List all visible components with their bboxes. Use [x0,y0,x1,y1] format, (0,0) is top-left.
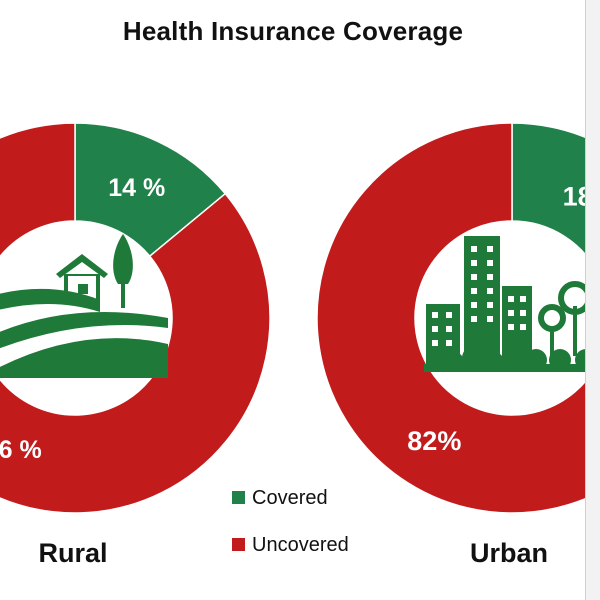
rural-value-labels: 14 % 86 % [0,174,165,464]
legend: Covered Uncovered [232,487,349,556]
urban-slices [316,122,600,514]
chart-title: Health Insurance Coverage [122,16,464,46]
donut-urban: 18%82% Urban [316,122,600,568]
legend-label-uncovered: Uncovered [252,534,349,556]
rural-value-label-covered: 14 % [108,174,165,202]
urban-slice-covered [511,122,600,278]
window-edge [585,0,600,600]
rural-slice-uncovered [0,122,271,514]
urban-label: Urban [470,538,548,568]
legend-label-covered: Covered [252,487,328,509]
rural-house-hills-icon [0,234,168,378]
rural-value-label-uncovered: 86 % [0,436,42,464]
rural-slices [0,122,271,514]
urban-slice-uncovered [316,122,600,514]
legend-swatch-uncovered [232,538,245,551]
legend-swatch-covered [232,491,245,504]
donut-rural: 14 % 86 % Rural [0,122,271,568]
rural-label: Rural [38,538,107,568]
urban-city-buildings-icon [424,236,597,372]
urban-value-label-uncovered: 82% [407,426,461,456]
